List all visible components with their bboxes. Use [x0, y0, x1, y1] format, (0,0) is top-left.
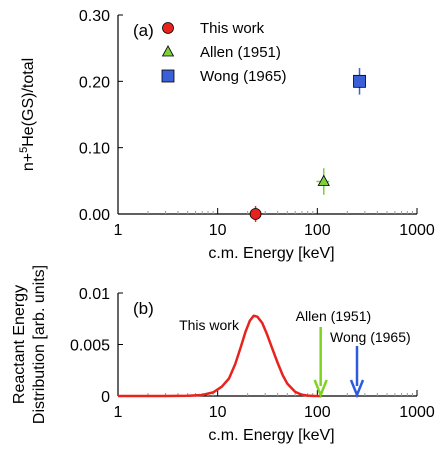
legend-label: Wong (1965) — [200, 68, 286, 85]
legend-marker — [161, 45, 175, 57]
legend-marker — [161, 69, 175, 83]
y-axis-label-line2: Distribution [arb. units] — [31, 265, 48, 424]
distribution-curve — [118, 314, 322, 398]
data-point — [317, 174, 330, 186]
x-tick-label: 1 — [114, 404, 123, 421]
y-tick-label: 0.005 — [70, 338, 110, 355]
x-tick-label: 10 — [209, 222, 227, 239]
x-tick-label: 1000 — [399, 222, 435, 239]
y-tick-label: 0.00 — [79, 207, 110, 224]
data-point — [353, 74, 366, 88]
x-tick-label: 1000 — [399, 404, 435, 421]
legend-entry: This work — [162, 20, 265, 37]
arrow-head — [313, 379, 328, 399]
legend-marker — [162, 22, 174, 34]
legend-label: Allen (1951) — [200, 44, 281, 61]
x-axis-label: c.m. Energy [keV] — [208, 427, 334, 444]
legend-label: This work — [200, 20, 265, 37]
data-point — [249, 208, 262, 220]
y-tick-label: 0.20 — [79, 74, 110, 91]
x-tick-label: 100 — [304, 404, 331, 421]
y-tick-label: 0 — [101, 389, 110, 406]
legend-entry: Wong (1965) — [161, 68, 286, 85]
x-axis-label: c.m. Energy [keV] — [208, 245, 334, 262]
y-axis-label: n+5He(GS)/total — [18, 58, 37, 171]
legend-entry: Allen (1951) — [161, 44, 281, 61]
y-tick-label: 0.01 — [79, 286, 110, 303]
x-tick-label: 1 — [114, 222, 123, 239]
panel-label: (b) — [133, 299, 154, 318]
arrow-label: Allen (1951) — [296, 308, 372, 324]
panel-b: 1 10 100 1000 0 0.005 0.01 c.m. Energy [keV] (b)… — [11, 265, 435, 444]
arrow-label: Wong (1965) — [330, 329, 411, 345]
x-tick-label: 10 — [209, 404, 227, 421]
arrow-head — [349, 379, 365, 399]
curve-label: This work — [179, 317, 240, 333]
y-axis-label-line1: Reactant Energy — [11, 285, 28, 404]
y-tick-label: 0.10 — [79, 141, 110, 158]
x-tick-label: 100 — [304, 222, 331, 239]
panel-a: 1 10 100 1000 0.00 0.10 0.20 0.30 c.m. Energy [k… — [18, 8, 435, 262]
panel-label: (a) — [133, 21, 154, 40]
y-tick-label: 0.30 — [79, 8, 110, 25]
